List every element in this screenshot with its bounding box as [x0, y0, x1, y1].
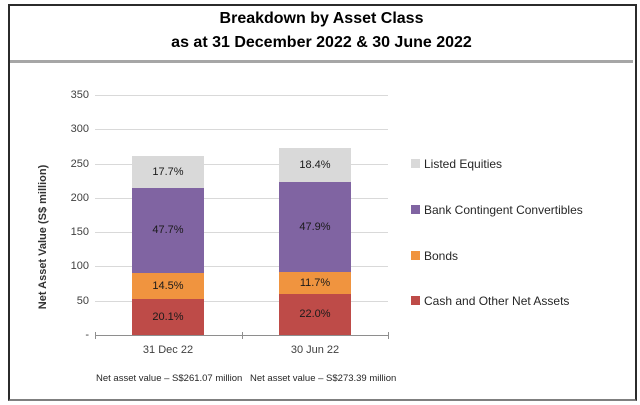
percent-label: 20.1%	[152, 311, 184, 323]
chart-title-line1: Breakdown by Asset Class	[219, 10, 424, 27]
percent-label: 11.7%	[299, 277, 331, 289]
legend-label: Cash and Other Net Assets	[424, 294, 570, 308]
y-tick-label: 50	[76, 295, 89, 307]
legend-swatch	[411, 159, 420, 168]
x-axis-tick	[95, 332, 96, 339]
x-axis-tick	[242, 332, 243, 339]
bar-segment	[279, 272, 351, 294]
legend-swatch	[411, 296, 420, 305]
legend-label: Bank Contingent Convertibles	[424, 203, 583, 217]
bar-segment	[279, 294, 351, 335]
percent-label: 18.4%	[299, 159, 331, 171]
x-category-label: 30 Jun 22	[290, 344, 340, 356]
percent-label: 47.7%	[152, 224, 184, 236]
y-tick-label: 150	[70, 226, 89, 238]
y-tick-label: 200	[70, 192, 89, 204]
bar-segment	[132, 273, 204, 299]
bar-segment	[132, 299, 204, 335]
gridline	[95, 198, 388, 199]
bar-segment	[132, 156, 204, 188]
percent-label: 17.7%	[152, 166, 184, 178]
y-tick-label: -	[85, 329, 89, 341]
x-axis-line	[95, 335, 388, 336]
title-divider	[10, 60, 633, 63]
gridline	[95, 95, 388, 96]
chart-title-line2: as at 31 December 2022 & 30 June 2022	[171, 34, 472, 51]
percent-label: 14.5%	[152, 280, 184, 292]
legend-label: Bonds	[424, 249, 459, 263]
x-axis-tick	[388, 332, 389, 339]
x-category-label: 31 Dec 22	[142, 344, 194, 356]
percent-label: 47.9%	[299, 221, 331, 233]
gridline	[95, 232, 388, 233]
y-tick-label: 250	[70, 158, 89, 170]
percent-label: 22.0%	[299, 308, 331, 320]
legend-label: Listed Equities	[424, 157, 503, 171]
gridline	[95, 266, 388, 267]
net-asset-value-footnote: Net asset value – S$273.39 million	[250, 373, 397, 384]
y-tick-label: 100	[70, 260, 89, 272]
bar-segment	[279, 148, 351, 182]
y-tick-label: 350	[70, 89, 89, 101]
net-asset-value-footnote: Net asset value – S$261.07 million	[96, 373, 243, 384]
bar-segment	[279, 182, 351, 272]
y-tick-label: 300	[70, 123, 89, 135]
gridline	[95, 164, 388, 165]
legend-swatch	[411, 251, 420, 260]
bar-segment	[132, 188, 204, 273]
gridline	[95, 129, 388, 130]
gridline	[95, 301, 388, 302]
legend-swatch	[411, 205, 420, 214]
